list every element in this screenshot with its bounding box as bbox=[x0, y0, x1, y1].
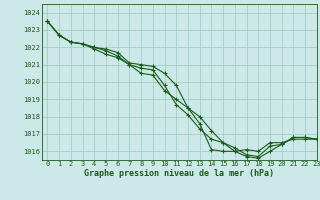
X-axis label: Graphe pression niveau de la mer (hPa): Graphe pression niveau de la mer (hPa) bbox=[84, 169, 274, 178]
